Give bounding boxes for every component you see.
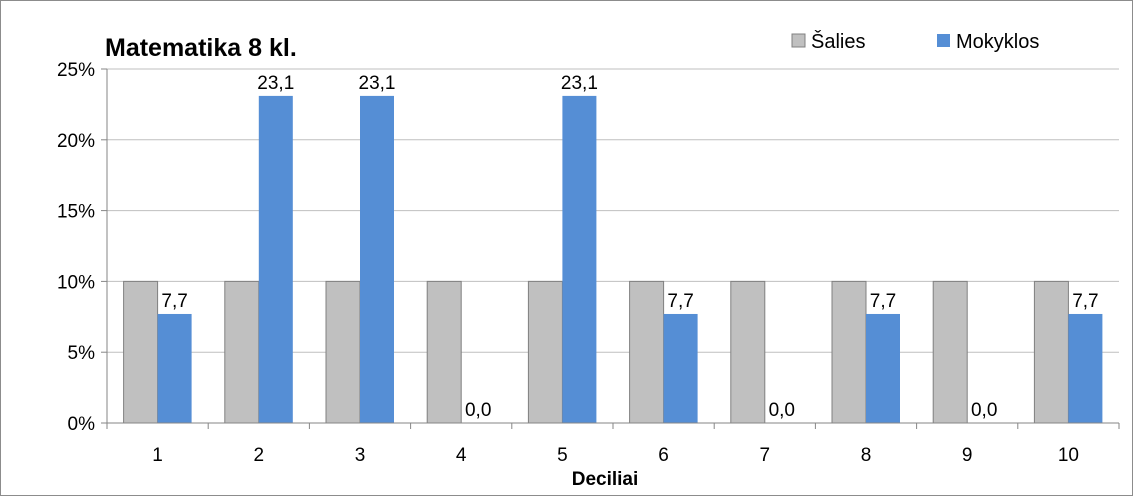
bar-salies xyxy=(933,281,967,423)
y-tick-label: 0% xyxy=(68,414,96,435)
x-tick-label: 2 xyxy=(254,445,265,466)
legend: Šalies Mokyklos xyxy=(792,30,1039,53)
x-tick-label: 7 xyxy=(760,445,771,466)
legend-swatch xyxy=(937,34,950,47)
bar-salies xyxy=(731,281,765,423)
data-label-mokyklos: 7,7 xyxy=(870,291,896,312)
bar-mokyklos xyxy=(866,314,900,423)
x-tick-label: 8 xyxy=(861,445,872,466)
x-tick-label: 5 xyxy=(557,445,568,466)
x-tick-label: 3 xyxy=(355,445,366,466)
data-label-mokyklos: 0,0 xyxy=(971,400,997,421)
data-label-mokyklos: 23,1 xyxy=(561,73,598,94)
bar-mokyklos xyxy=(158,314,192,423)
data-label-mokyklos: 7,7 xyxy=(1072,291,1098,312)
bar-salies xyxy=(832,281,866,423)
y-tick-label: 25% xyxy=(57,60,95,81)
x-axis-title: Deciliai xyxy=(572,469,639,490)
x-tick-label: 1 xyxy=(152,445,163,466)
y-tick-label: 5% xyxy=(68,343,96,364)
bar-salies xyxy=(225,281,259,423)
legend-label: Mokyklos xyxy=(956,31,1039,53)
bar-mokyklos xyxy=(664,314,698,423)
x-tick-label: 10 xyxy=(1058,445,1079,466)
bar-salies xyxy=(427,281,461,423)
legend-swatch xyxy=(792,34,805,47)
bar-mokyklos xyxy=(259,96,293,423)
bar-salies xyxy=(630,281,664,423)
bar-salies xyxy=(1034,281,1068,423)
x-tick-label: 9 xyxy=(962,445,973,466)
bar-mokyklos xyxy=(360,96,394,423)
data-label-mokyklos: 23,1 xyxy=(359,73,396,94)
data-label-mokyklos: 0,0 xyxy=(769,400,795,421)
bar-mokyklos xyxy=(1068,314,1102,423)
y-tick-label: 10% xyxy=(57,272,95,293)
bar-salies xyxy=(528,281,562,423)
bar-salies xyxy=(326,281,360,423)
chart-title: Matematika 8 kl. xyxy=(105,34,297,62)
legend-label: Šalies xyxy=(811,30,865,53)
x-tick-label: 4 xyxy=(456,445,467,466)
bar-salies xyxy=(124,281,158,423)
bar-mokyklos xyxy=(562,96,596,423)
x-tick-label: 6 xyxy=(658,445,669,466)
bars xyxy=(124,96,1103,423)
y-tick-label: 15% xyxy=(57,202,95,223)
data-label-mokyklos: 0,0 xyxy=(465,400,491,421)
data-label-mokyklos: 23,1 xyxy=(257,73,294,94)
y-tick-label: 20% xyxy=(57,131,95,152)
data-label-mokyklos: 7,7 xyxy=(161,291,187,312)
data-label-mokyklos: 7,7 xyxy=(667,291,693,312)
